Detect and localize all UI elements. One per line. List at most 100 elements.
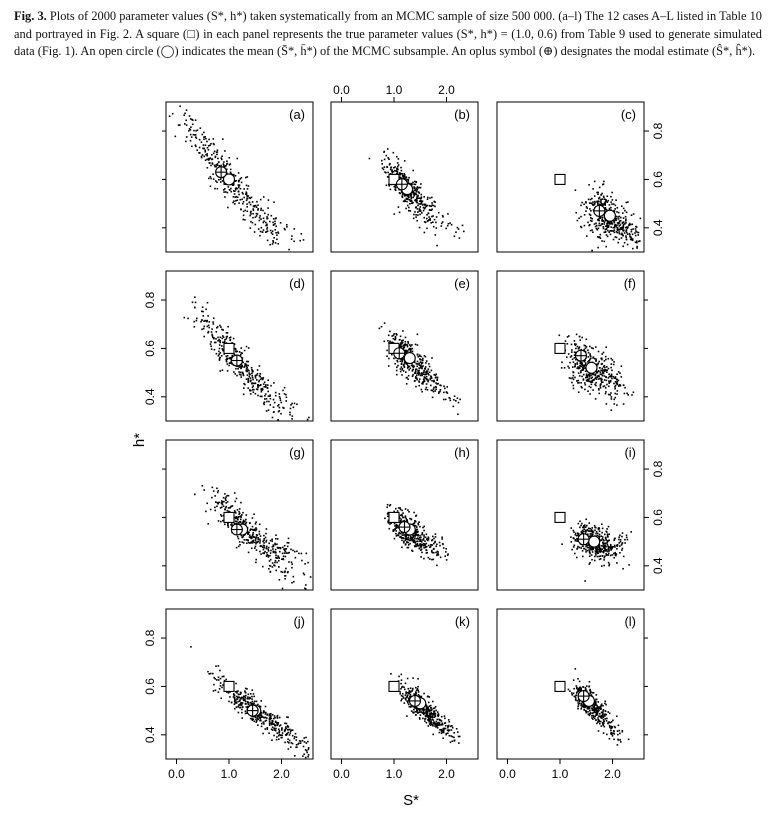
point — [264, 705, 267, 708]
point — [256, 373, 259, 375]
panel-e: (e) — [330, 270, 479, 422]
point — [421, 544, 424, 546]
point — [212, 672, 214, 675]
point — [271, 720, 273, 722]
point — [424, 717, 427, 720]
point — [250, 367, 253, 369]
point — [233, 696, 236, 699]
point — [625, 236, 627, 239]
point — [587, 198, 590, 201]
point — [284, 548, 287, 550]
point — [287, 552, 289, 554]
point — [227, 206, 229, 209]
point — [424, 203, 426, 206]
point — [247, 379, 250, 381]
point — [271, 566, 274, 568]
point — [272, 218, 275, 220]
point — [597, 527, 600, 530]
point — [203, 147, 205, 150]
point — [266, 217, 268, 220]
point — [222, 519, 224, 522]
point — [451, 735, 454, 738]
point — [619, 540, 622, 543]
point — [397, 206, 400, 208]
point — [400, 166, 402, 169]
point — [394, 187, 397, 189]
point — [599, 551, 601, 553]
point — [413, 511, 415, 514]
point — [241, 371, 244, 374]
point — [588, 360, 591, 362]
point — [627, 394, 629, 396]
point — [303, 573, 306, 576]
point — [239, 515, 241, 518]
point — [609, 543, 612, 546]
point — [404, 508, 407, 510]
point — [623, 241, 626, 244]
point — [400, 535, 402, 538]
point — [431, 215, 433, 218]
point — [574, 552, 576, 555]
point — [574, 539, 577, 541]
point — [237, 711, 240, 714]
scatter-points — [194, 485, 312, 590]
point — [219, 685, 222, 687]
point — [269, 220, 271, 223]
point — [616, 380, 619, 383]
point — [596, 200, 598, 203]
point — [287, 537, 290, 540]
point — [575, 347, 577, 350]
point — [403, 363, 406, 365]
point — [411, 191, 414, 193]
point — [273, 734, 275, 737]
point — [586, 685, 588, 687]
point — [194, 493, 196, 496]
point — [218, 359, 221, 361]
point — [241, 702, 244, 704]
point — [578, 335, 581, 338]
point — [400, 673, 403, 676]
point — [307, 740, 309, 743]
point — [610, 221, 612, 223]
point — [434, 722, 437, 725]
point — [185, 136, 188, 138]
point — [381, 163, 383, 165]
point — [425, 545, 428, 548]
point — [604, 230, 607, 233]
point — [401, 513, 403, 516]
point — [229, 358, 232, 360]
point — [619, 372, 621, 374]
point — [418, 208, 421, 210]
point — [597, 388, 600, 390]
point — [247, 347, 250, 349]
point — [222, 335, 224, 337]
point — [211, 154, 213, 156]
point — [233, 522, 236, 525]
point — [423, 536, 425, 538]
point — [614, 204, 617, 207]
point — [407, 340, 409, 343]
point — [579, 362, 582, 365]
point — [603, 360, 606, 362]
point — [244, 209, 247, 212]
point — [211, 328, 213, 330]
point — [204, 149, 206, 152]
point — [281, 558, 283, 560]
point — [602, 543, 605, 546]
point — [427, 380, 429, 383]
point — [614, 551, 616, 554]
point — [237, 172, 240, 174]
point — [437, 714, 440, 716]
point — [388, 158, 390, 160]
point — [597, 362, 600, 365]
point — [274, 729, 277, 732]
point — [260, 725, 263, 728]
point — [253, 528, 256, 531]
point — [603, 725, 606, 728]
point — [399, 532, 402, 535]
point — [415, 530, 418, 533]
point — [590, 529, 593, 531]
point — [422, 711, 425, 713]
point — [233, 200, 235, 202]
point — [259, 395, 262, 398]
